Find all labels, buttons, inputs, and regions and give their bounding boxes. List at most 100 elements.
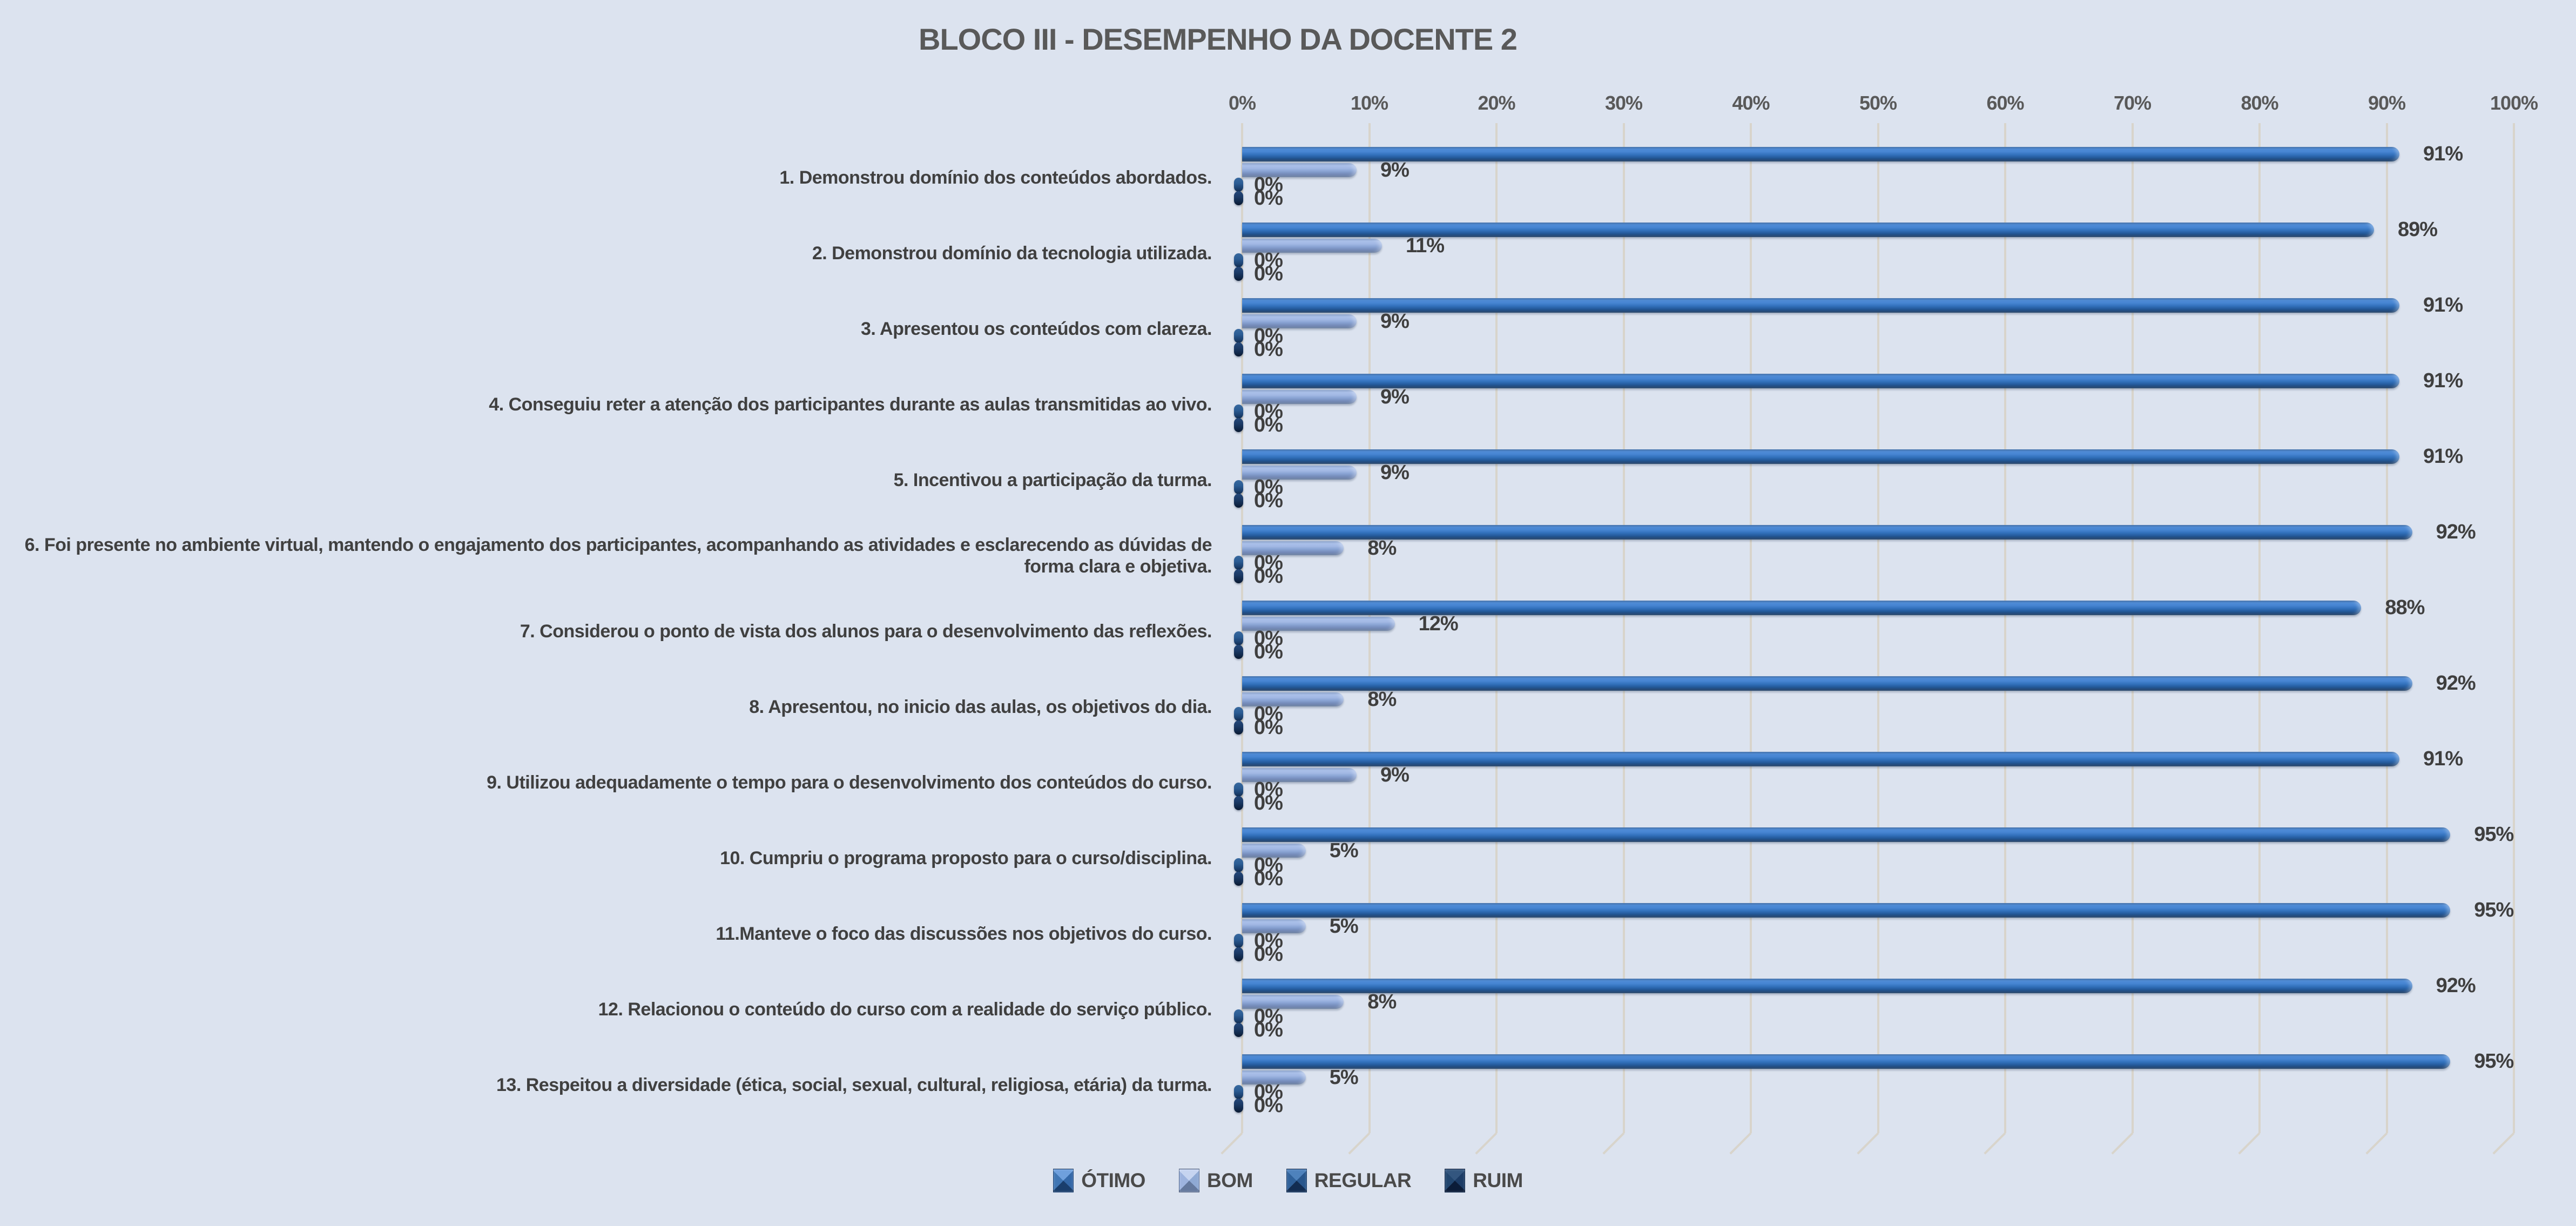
value-label: 5%	[1329, 1066, 1359, 1089]
category-label: 5. Incentivou a participação da turma.	[0, 449, 1227, 510]
category-label-text: 10. Cumpriu o programa proposto para o c…	[720, 847, 1212, 868]
value-label: 91%	[2423, 294, 2463, 316]
category-label: 9. Utilizou adequadamente o tempo para o…	[0, 752, 1227, 813]
category-label-text: 9. Utilizou adequadamente o tempo para o…	[487, 772, 1212, 793]
value-label: 9%	[1380, 159, 1410, 181]
bar-ruim	[1234, 267, 1243, 281]
value-label: 0%	[1254, 565, 1283, 588]
value-label: 0%	[1254, 943, 1283, 966]
bar-ruim	[1234, 191, 1243, 205]
bar-regular	[1234, 556, 1243, 570]
value-label: 0%	[1254, 1094, 1283, 1117]
legend-item-ruim: RUIM	[1445, 1169, 1523, 1193]
value-label: 0%	[1254, 854, 1283, 877]
category-label: 1. Demonstrou domínio dos conteúdos abor…	[0, 147, 1227, 208]
bar-regular	[1234, 783, 1243, 797]
x-axis-tick-label: 60%	[1986, 92, 2024, 114]
legend-item-regular: REGULAR	[1286, 1169, 1412, 1193]
bar-bom	[1242, 466, 1357, 480]
bar-ruim	[1234, 947, 1243, 961]
value-label: 0%	[1254, 173, 1283, 196]
bar-ruim	[1234, 796, 1243, 810]
value-label: 8%	[1367, 688, 1397, 711]
bar-bom	[1242, 541, 1344, 555]
gridline	[2385, 123, 2388, 1133]
x-axis-tick-label: 20%	[1478, 92, 1515, 114]
bar-bom	[1242, 239, 1382, 253]
bar-regular	[1234, 329, 1243, 343]
gridline	[2513, 123, 2515, 1133]
value-label: 88%	[2385, 596, 2425, 619]
legend: ÓTIMO BOM REGULAR RUIM	[0, 1169, 2576, 1193]
bar-ruim	[1234, 1099, 1243, 1113]
value-label: 0%	[1254, 716, 1283, 739]
gridline-floor-hook	[1602, 1132, 1624, 1155]
legend-marker-regular-icon	[1286, 1169, 1307, 1193]
category-label: 12. Relacionou o conteúdo do curso com a…	[0, 979, 1227, 1040]
x-axis-tick-label: 70%	[2113, 92, 2152, 114]
x-axis-tick-label: 40%	[1732, 92, 1770, 114]
bar-regular	[1234, 1085, 1243, 1099]
value-label: 5%	[1329, 915, 1359, 938]
value-label: 0%	[1254, 187, 1283, 210]
value-label: 9%	[1380, 386, 1410, 408]
value-label: 5%	[1329, 839, 1359, 862]
value-label: 91%	[2423, 747, 2463, 770]
legend-label: REGULAR	[1314, 1169, 1412, 1191]
gridline	[2004, 123, 2006, 1133]
category-label-text: 4. Conseguiu reter a atenção dos partici…	[489, 394, 1212, 415]
category-label-text: 13. Respeitou a diversidade (ética, soci…	[496, 1074, 1212, 1095]
category-label: 10. Cumpriu o programa proposto para o c…	[0, 827, 1227, 888]
bar-bom	[1242, 1070, 1306, 1084]
legend-label: RUIM	[1473, 1169, 1523, 1191]
value-label: 91%	[2423, 445, 2463, 468]
category-label: 13. Respeitou a diversidade (ética, soci…	[0, 1054, 1227, 1115]
value-label: 92%	[2436, 672, 2476, 695]
value-label: 0%	[1254, 476, 1283, 499]
bar-otimo	[1242, 147, 2399, 161]
bar-ruim	[1234, 418, 1243, 432]
x-axis-tick-label: 10%	[1350, 92, 1388, 114]
x-axis-tick-label: 80%	[2241, 92, 2278, 114]
bar-regular	[1234, 253, 1243, 267]
bar-ruim	[1234, 720, 1243, 735]
gridline-floor-hook	[2238, 1132, 2261, 1155]
category-label: 8. Apresentou, no inicio das aulas, os o…	[0, 676, 1227, 737]
category-label-text: 8. Apresentou, no inicio das aulas, os o…	[749, 696, 1212, 717]
legend-marker-otimo-icon	[1053, 1169, 1074, 1193]
category-label: 6. Foi presente no ambiente virtual, man…	[0, 525, 1227, 586]
value-label: 8%	[1367, 991, 1397, 1013]
value-label: 0%	[1254, 400, 1283, 423]
value-label: 0%	[1254, 1081, 1283, 1103]
bar-ruim	[1234, 1023, 1243, 1037]
bar-ruim	[1234, 645, 1243, 659]
category-label-text: 1. Demonstrou domínio dos conteúdos abor…	[779, 167, 1212, 188]
value-label: 0%	[1254, 551, 1283, 574]
legend-item-otimo: ÓTIMO	[1053, 1169, 1145, 1193]
value-label: 0%	[1254, 249, 1283, 272]
value-label: 92%	[2436, 974, 2476, 997]
bar-regular	[1234, 631, 1243, 645]
gridline-floor-hook	[2365, 1132, 2388, 1155]
bar-bom	[1242, 163, 1357, 177]
value-label: 0%	[1254, 867, 1283, 890]
gridline	[1877, 123, 1879, 1133]
value-label: 0%	[1254, 338, 1283, 361]
value-label: 0%	[1254, 703, 1283, 725]
legend-marker-bom-icon	[1178, 1169, 1199, 1193]
value-label: 8%	[1367, 537, 1397, 560]
bar-otimo	[1242, 525, 2412, 540]
gridline-floor-hook	[1729, 1132, 1752, 1155]
value-label: 0%	[1254, 489, 1283, 512]
category-label-text: 6. Foi presente no ambiente virtual, man…	[24, 534, 1212, 577]
bar-otimo	[1242, 449, 2399, 464]
bar-otimo	[1242, 1054, 2450, 1069]
bar-ruim	[1234, 494, 1243, 508]
bar-otimo	[1242, 903, 2450, 918]
x-axis-tick-label: 30%	[1604, 92, 1643, 114]
value-label: 95%	[2474, 823, 2514, 846]
bar-regular	[1234, 1009, 1243, 1023]
bar-bom	[1242, 314, 1357, 328]
bar-regular	[1234, 858, 1243, 872]
